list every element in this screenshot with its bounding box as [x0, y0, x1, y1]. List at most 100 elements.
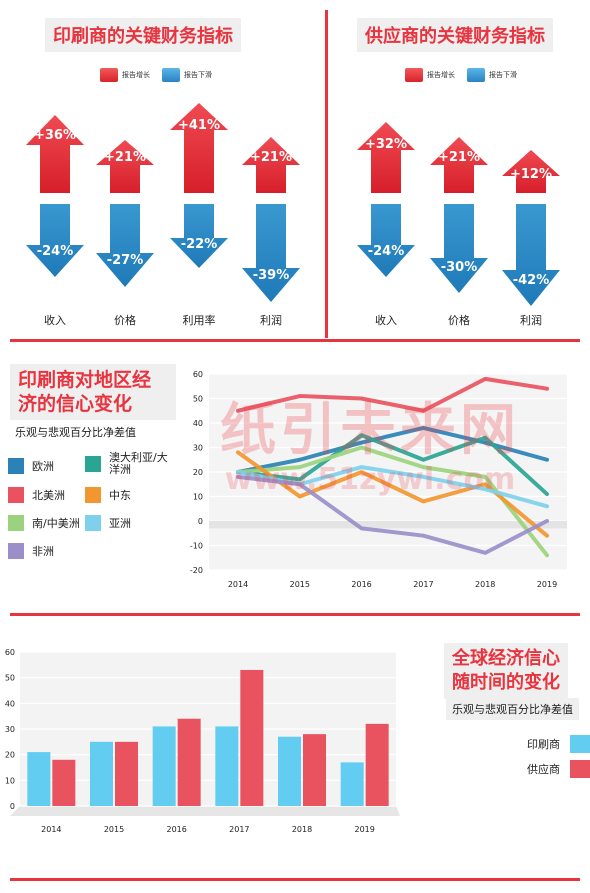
x-tick-label: 2015 — [290, 580, 310, 589]
series-line — [236, 433, 549, 497]
arrow-up-revenue — [26, 115, 84, 193]
legend-swatch — [8, 543, 24, 559]
data-point — [237, 471, 239, 473]
data-point — [422, 409, 425, 412]
legend-label: 欧洲 — [32, 460, 54, 473]
data-point — [546, 505, 548, 508]
bar — [215, 726, 239, 806]
plot-floor — [10, 806, 400, 816]
section-divider-1 — [10, 339, 580, 342]
legend-label: 非洲 — [32, 545, 54, 558]
legend-up-label: 报告增长 — [427, 71, 455, 79]
pct-down-revenue: -24% — [36, 244, 74, 259]
confidence-bar-chart: 0 10 20 30 40 50 60 2014 2015 2016 2017 2018 2019 — [5, 648, 400, 834]
legend-down-label: 报告下滑 — [184, 71, 212, 79]
global-title-line1: 全球经济信心 — [452, 648, 560, 669]
supplier-metrics-title: 供应商的关键财务指标 — [357, 18, 553, 52]
arrow-down-price — [96, 204, 154, 287]
y-tick-label: -10 — [190, 542, 203, 551]
arrow-down-supplier-revenue — [357, 204, 415, 277]
data-point — [422, 476, 425, 478]
x-tick-label: 2019 — [354, 825, 374, 834]
label-revenue: 收入 — [44, 314, 66, 327]
bar — [90, 741, 113, 806]
legend-down-swatch — [467, 68, 485, 82]
x-tick-label: 2017 — [229, 825, 249, 834]
section-divider-2 — [10, 613, 580, 616]
regional-subtitle: 乐观与悲观百分比净差值 — [15, 426, 136, 439]
data-point — [360, 441, 363, 444]
arrow-up-supplier-revenue — [357, 122, 415, 193]
data-point — [360, 397, 363, 400]
legend-label: 澳大利亚/大洋洲 — [109, 451, 168, 476]
x-tick-label: 2019 — [537, 580, 557, 589]
arrow-up-supplier-price — [430, 137, 488, 193]
global-title-line2: 随时间的变化 — [452, 672, 560, 693]
legend-label: 中东 — [109, 489, 131, 502]
pct-down-supplier-revenue: -24% — [367, 244, 405, 259]
bar — [52, 759, 76, 806]
y-tick-label: 50 — [5, 674, 15, 683]
data-point — [299, 495, 301, 498]
x-tick-label: 2014 — [228, 580, 248, 589]
data-point — [484, 488, 487, 490]
legend-swatch — [8, 458, 24, 474]
label-price: 价格 — [114, 314, 136, 327]
data-point — [484, 552, 487, 554]
legend-label: 供应商 — [527, 763, 560, 776]
legend-label: 印刷商 — [527, 738, 560, 751]
y-tick-label: 40 — [193, 419, 203, 428]
data-point — [484, 378, 487, 380]
regional-title-line1: 印刷商对地区经 — [18, 369, 152, 391]
series-line — [236, 474, 549, 555]
pct-up-supplier-price: +21% — [437, 150, 480, 165]
global-subtitle-text: 乐观与悲观百分比净差值 — [452, 703, 573, 716]
legend-swatch — [85, 487, 101, 503]
arrow-up-utilization — [170, 103, 228, 193]
legend-up-swatch — [405, 68, 423, 82]
bar — [365, 723, 389, 806]
legend-oceania: 澳大利亚/大洋洲 — [85, 452, 169, 476]
arrow-down-revenue — [26, 204, 84, 277]
legend-up-swatch — [100, 68, 118, 82]
global-confidence-title: 全球经济信心 随时间的变化 — [444, 643, 568, 699]
data-point — [484, 476, 487, 478]
legend-asia: 亚洲 — [85, 515, 131, 531]
supplier-legend: 报告增长 报告下滑 — [405, 68, 517, 82]
regional-line-chart: -20 -10 0 10 20 30 40 50 60 2014 2015 2016 2017 2018 2… — [190, 370, 567, 589]
data-point — [422, 466, 425, 468]
bar — [340, 762, 364, 806]
legend-printer: 印刷商 — [527, 735, 590, 753]
pct-down-supplier-price: -30% — [440, 260, 478, 275]
x-tick-label: 2015 — [104, 825, 124, 834]
printer-legend: 报告增长 报告下滑 — [100, 68, 212, 82]
pct-down-utilization: -22% — [180, 237, 218, 252]
arrow-up-supplier-profit — [502, 150, 560, 193]
data-point — [360, 466, 363, 468]
arrow-down-profit — [242, 204, 300, 302]
series-line — [236, 376, 549, 413]
y-tick-label: 10 — [193, 493, 203, 502]
x-tick-label: 2018 — [475, 580, 495, 589]
y-tick-label: 60 — [5, 648, 15, 657]
pct-up-supplier-revenue: +32% — [364, 137, 407, 152]
bar — [303, 734, 326, 806]
legend-down-label: 报告下滑 — [489, 71, 517, 79]
data-point — [299, 478, 301, 481]
legend-swatch — [8, 487, 24, 503]
label-supplier-profit: 利润 — [520, 314, 542, 327]
data-point — [299, 483, 301, 486]
pct-down-price: -27% — [106, 253, 144, 268]
data-point — [546, 493, 548, 495]
data-point — [299, 466, 301, 468]
data-point — [237, 451, 239, 454]
arrow-down-utilization — [170, 204, 228, 268]
y-tick-label: 50 — [193, 395, 203, 404]
legend-north-america: 北美洲 — [8, 487, 65, 503]
data-point — [484, 441, 487, 444]
data-point — [484, 483, 487, 486]
pct-up-supplier-profit: +12% — [509, 167, 552, 182]
legend-label: 南/中美洲 — [32, 517, 80, 530]
pct-down-profit: -39% — [252, 268, 290, 283]
legend-swatch — [8, 515, 24, 531]
